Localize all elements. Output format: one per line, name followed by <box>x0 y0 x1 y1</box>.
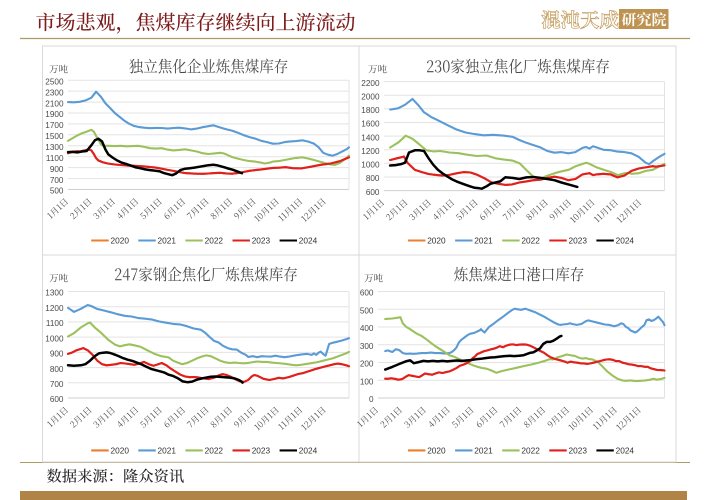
svg-text:2020: 2020 <box>427 236 446 246</box>
svg-text:100: 100 <box>360 377 374 386</box>
svg-text:2022: 2022 <box>521 236 540 246</box>
svg-text:1700: 1700 <box>45 121 64 130</box>
svg-text:2023: 2023 <box>252 446 271 456</box>
svg-text:2022: 2022 <box>521 446 540 456</box>
svg-text:1200: 1200 <box>361 147 380 156</box>
svg-text:1000: 1000 <box>361 161 380 170</box>
svg-text:1400: 1400 <box>361 133 380 142</box>
svg-text:1000: 1000 <box>45 334 64 343</box>
svg-text:1900: 1900 <box>45 110 64 119</box>
svg-text:0: 0 <box>369 395 374 404</box>
svg-text:1500: 1500 <box>45 132 64 141</box>
svg-text:2021: 2021 <box>158 236 177 246</box>
svg-text:1100: 1100 <box>46 154 64 163</box>
svg-text:2021: 2021 <box>158 446 177 456</box>
svg-text:500: 500 <box>360 306 374 315</box>
svg-text:2023: 2023 <box>252 236 271 246</box>
svg-text:800: 800 <box>50 365 64 374</box>
svg-text:2100: 2100 <box>45 99 64 108</box>
svg-text:2021: 2021 <box>474 446 493 456</box>
svg-text:2200: 2200 <box>361 79 380 88</box>
svg-text:200: 200 <box>360 360 374 369</box>
svg-text:2020: 2020 <box>427 446 446 456</box>
svg-text:2024: 2024 <box>299 236 318 246</box>
svg-text:800: 800 <box>366 174 380 183</box>
svg-text:1200: 1200 <box>45 304 64 313</box>
svg-text:1800: 1800 <box>361 106 380 115</box>
svg-text:2024: 2024 <box>616 236 635 246</box>
svg-text:2500: 2500 <box>45 77 64 86</box>
svg-text:2024: 2024 <box>616 446 635 456</box>
svg-text:1100: 1100 <box>46 319 64 328</box>
svg-text:600: 600 <box>50 395 64 404</box>
svg-text:600: 600 <box>360 289 374 298</box>
svg-text:2024: 2024 <box>299 446 318 456</box>
svg-text:900: 900 <box>50 165 64 174</box>
svg-text:500: 500 <box>50 187 64 196</box>
svg-text:2022: 2022 <box>205 446 224 456</box>
svg-text:2020: 2020 <box>111 236 130 246</box>
svg-text:2021: 2021 <box>474 236 493 246</box>
svg-text:2022: 2022 <box>205 236 224 246</box>
svg-text:2000: 2000 <box>361 92 380 101</box>
svg-text:400: 400 <box>360 324 374 333</box>
svg-text:2020: 2020 <box>111 446 130 456</box>
svg-text:600: 600 <box>366 188 380 197</box>
svg-text:700: 700 <box>50 380 64 389</box>
svg-text:1600: 1600 <box>361 120 380 129</box>
svg-text:700: 700 <box>50 176 64 185</box>
svg-text:1300: 1300 <box>45 289 64 298</box>
svg-text:2023: 2023 <box>569 446 588 456</box>
svg-text:300: 300 <box>360 342 374 351</box>
svg-text:900: 900 <box>50 350 64 359</box>
svg-text:1300: 1300 <box>45 143 64 152</box>
svg-text:2023: 2023 <box>569 236 588 246</box>
svg-text:2300: 2300 <box>45 88 64 97</box>
